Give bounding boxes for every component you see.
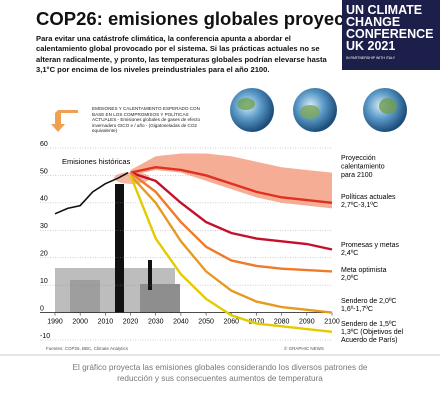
series-line — [129, 174, 333, 314]
y-tick-label: 60 — [40, 141, 48, 148]
series-line — [129, 171, 333, 273]
series-line — [129, 174, 333, 333]
legend-note: 1,6º-1,7ºC — [341, 306, 373, 313]
credit: © GRAPHIC NEWS — [284, 345, 324, 351]
legend-text: para 2100 — [341, 172, 373, 179]
globes — [230, 88, 407, 132]
series-line — [130, 165, 333, 205]
legend-entry: Proyección calentamiento para 2100 — [341, 155, 385, 179]
legend-note: 1,3ºC (Objetivos del — [341, 329, 404, 336]
badge-line: CHANGE — [346, 15, 401, 29]
series-line — [130, 171, 333, 251]
badge-line: CONFERENCE — [346, 27, 434, 41]
y-tick-label: 20 — [40, 251, 48, 258]
y-tick-label: 50 — [40, 168, 48, 175]
x-tick-label: 2090 — [299, 318, 315, 325]
y-tick-label: 30 — [40, 223, 48, 230]
legend-note: Acuerdo de París) — [341, 337, 397, 344]
y-tick-label: 0 — [40, 305, 44, 312]
caption: El gráfico proyecta las emisiones global… — [72, 363, 368, 383]
badge-line: UK 2021 — [346, 39, 396, 53]
badge-note: IN PARTNERSHIP WITH ITALY — [346, 56, 396, 60]
x-tick-label: 2020 — [123, 318, 139, 325]
x-tick-label: 2010 — [98, 318, 114, 325]
x-tick-label: 2050 — [198, 318, 214, 325]
intro: Para evitar una catástrofe climática, la… — [36, 34, 327, 75]
x-tick-label: 2030 — [148, 318, 164, 325]
x-tick-label: 2070 — [249, 318, 265, 325]
x-tick-label: 1990 — [47, 318, 63, 325]
legend-note: 2,7ºC-3,1ºC — [341, 202, 378, 209]
x-tick-label: 2060 — [223, 318, 239, 325]
factory-backdrop — [55, 172, 180, 313]
x-tick-label: 2100 — [324, 318, 340, 325]
title: COP26: emisiones globales proyectadas — [36, 8, 393, 29]
legend-entry: Sendero de 1,5ºC — [341, 321, 396, 328]
y-tick-label: 40 — [40, 196, 48, 203]
projection-band — [130, 153, 332, 209]
legend-arrow — [51, 110, 78, 132]
legend-text: calentamiento — [341, 163, 385, 170]
y-tick-label: -10 — [40, 333, 50, 340]
legend-note: 2,0ºC — [341, 275, 358, 282]
legend-note: EMISIONES Y CALENTAMIENTO ESPERADO CON B… — [92, 106, 201, 134]
legend-entry: Promesas y metas — [341, 242, 399, 249]
legend-entry: Políticas actuales — [341, 194, 396, 201]
history-line — [54, 171, 129, 215]
source: Fuentes: COP26, BBC, Climate Analytics — [46, 346, 129, 351]
x-tick-label: 2040 — [173, 318, 189, 325]
history-label: Emisiones históricas — [62, 157, 131, 166]
legend-note: 2,4ºC — [341, 250, 358, 257]
badge: UN CLIMATE CHANGE CONFERENCE UK 2021 IN … — [342, 0, 440, 70]
legend-entry: Sendero de 2,0ºC — [341, 298, 396, 305]
x-tick-label: 2000 — [72, 318, 88, 325]
legend-entry: Meta optimista — [341, 267, 387, 274]
badge-line: UN CLIMATE — [346, 3, 423, 17]
legend-text: Proyección — [341, 155, 376, 162]
x-tick-label: 2080 — [274, 318, 290, 325]
y-tick-label: 10 — [40, 278, 48, 285]
